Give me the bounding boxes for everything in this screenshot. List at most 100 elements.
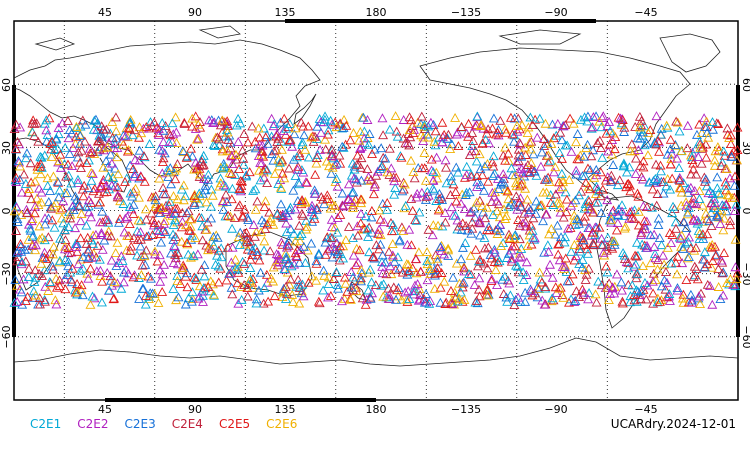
observation-marker (467, 128, 478, 137)
observation-marker (312, 121, 323, 131)
observation-marker (468, 203, 479, 213)
observation-marker (541, 174, 552, 184)
observation-marker (662, 149, 673, 159)
observation-marker (577, 262, 588, 272)
observation-marker (190, 273, 201, 283)
observation-marker (288, 228, 299, 238)
observation-marker (54, 275, 65, 285)
observation-marker (105, 231, 116, 241)
observation-marker (445, 190, 456, 199)
observation-marker (518, 267, 529, 277)
observation-marker (315, 117, 326, 126)
observation-marker (166, 179, 177, 189)
observation-marker (225, 268, 236, 278)
observation-marker (667, 173, 678, 183)
observation-marker (676, 145, 687, 155)
observation-marker (716, 160, 727, 170)
observation-marker (71, 123, 82, 133)
observation-marker (143, 231, 154, 241)
observation-marker (633, 286, 643, 296)
observation-marker (713, 188, 724, 198)
observation-marker (716, 255, 727, 265)
observation-marker (423, 224, 434, 234)
observation-marker (532, 282, 543, 292)
observation-marker (215, 178, 226, 188)
observation-marker (140, 259, 151, 269)
observation-marker (712, 172, 723, 182)
observation-marker (126, 241, 137, 251)
observation-marker (307, 216, 318, 226)
observation-marker (523, 202, 534, 212)
observation-marker (320, 249, 331, 259)
observation-marker (177, 216, 188, 226)
bottom-tick-135: 135 (275, 403, 296, 416)
observation-marker (172, 247, 183, 257)
legend-item-c2e2: C2E2 (77, 417, 109, 431)
observation-marker (638, 156, 649, 166)
observation-marker (67, 201, 78, 211)
observation-marker (682, 120, 693, 130)
observation-marker (538, 216, 548, 226)
observation-marker (378, 279, 389, 289)
observation-marker (512, 120, 523, 130)
observation-marker (512, 126, 523, 136)
observation-marker (140, 204, 151, 214)
observation-marker (380, 257, 391, 267)
observation-marker (327, 252, 338, 262)
observation-marker (356, 268, 367, 278)
observation-marker (136, 269, 147, 279)
coast-japan (293, 93, 317, 125)
observation-marker (235, 175, 246, 185)
observation-marker (259, 245, 270, 255)
observation-marker (649, 241, 660, 251)
observation-marker (679, 217, 690, 227)
observation-marker (63, 243, 74, 252)
observation-marker (528, 232, 538, 242)
observation-marker (641, 294, 652, 304)
observation-marker (533, 283, 544, 293)
observation-marker (218, 158, 229, 168)
observation-marker (420, 194, 431, 204)
observation-marker (87, 291, 98, 301)
observation-marker (218, 204, 229, 214)
observation-marker (403, 286, 414, 296)
observation-marker (661, 120, 672, 130)
observation-marker (288, 185, 299, 195)
observation-marker (397, 267, 408, 277)
observation-marker (652, 174, 663, 184)
observation-marker (396, 222, 407, 232)
observation-marker (467, 217, 478, 227)
observation-marker (325, 232, 336, 242)
observation-marker (612, 180, 623, 190)
observation-marker (281, 251, 292, 261)
observation-marker (510, 241, 521, 251)
observation-marker (605, 288, 616, 298)
observation-marker (100, 214, 111, 224)
observation-marker (181, 268, 192, 278)
observation-marker (665, 184, 676, 194)
observation-marker (451, 162, 462, 172)
observation-marker (731, 199, 742, 209)
observation-marker (642, 202, 653, 211)
observation-marker (96, 129, 107, 139)
observation-marker (34, 234, 45, 244)
observation-marker (625, 297, 635, 307)
observation-marker (666, 153, 677, 163)
observation-marker (436, 268, 447, 277)
observation-marker (626, 139, 637, 149)
observation-marker (356, 276, 367, 286)
observation-marker (47, 261, 58, 271)
observation-marker (27, 214, 38, 223)
observation-marker (313, 250, 324, 260)
observation-marker (732, 122, 743, 132)
observation-marker (635, 133, 646, 143)
observation-marker (102, 142, 113, 152)
observation-marker (382, 204, 393, 214)
observation-marker (589, 172, 600, 182)
observation-marker (237, 145, 248, 155)
observation-marker (340, 278, 351, 288)
observation-marker (197, 235, 208, 245)
observation-marker (630, 121, 641, 131)
observation-marker (422, 129, 433, 139)
observation-marker (450, 187, 461, 197)
